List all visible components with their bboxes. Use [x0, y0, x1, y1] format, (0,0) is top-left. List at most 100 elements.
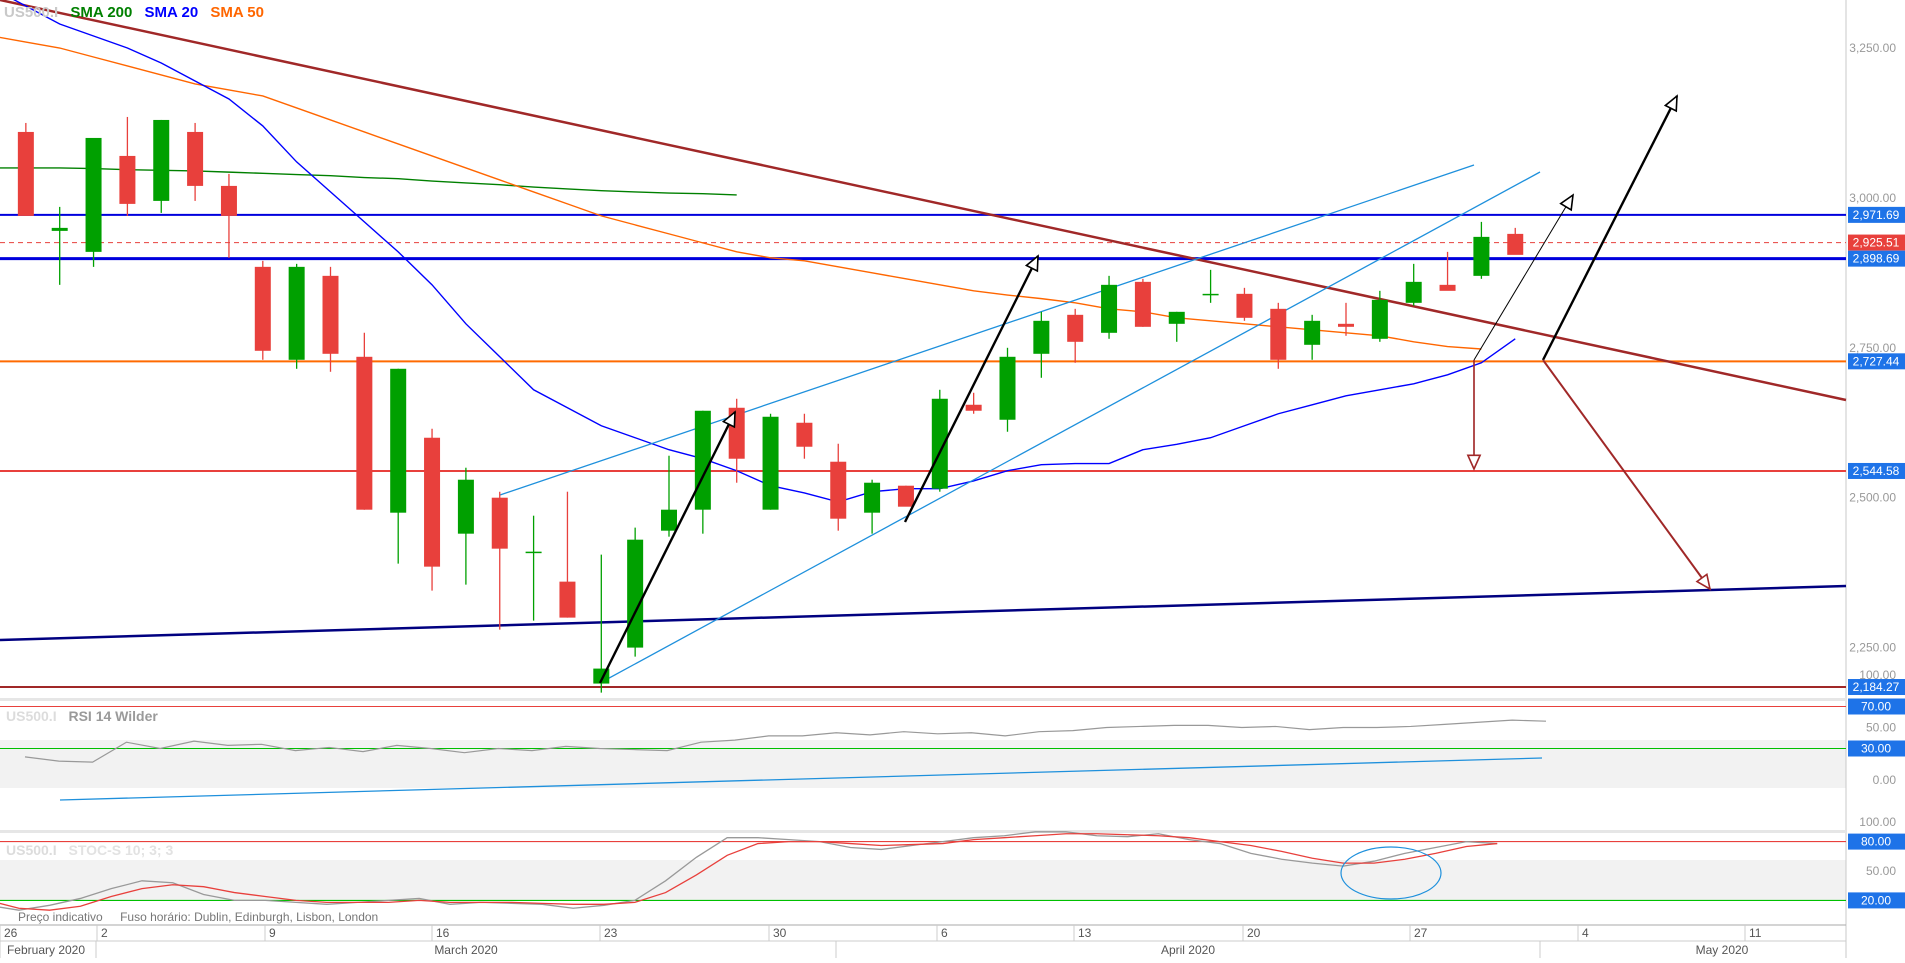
black-arrow-march [598, 411, 737, 684]
red-arrow-downside-head [1695, 572, 1712, 591]
x-day-label: 6 [941, 926, 948, 940]
candle-body [1067, 314, 1084, 342]
x-day-label: 13 [1078, 926, 1092, 940]
rsi-trendline [59, 757, 1543, 801]
candle-body [390, 368, 407, 513]
stoch-band-tag [1848, 833, 1905, 850]
stoch-band-fill [0, 860, 1846, 900]
candle-body [1134, 281, 1151, 327]
footnote: Preço indicativo Fuso horário: Dublin, E… [18, 910, 392, 924]
candle-body [525, 551, 542, 554]
rsi-band-tag [1848, 698, 1905, 715]
y-tick-label: 3,250.00 [1849, 41, 1896, 55]
candle-body [1371, 299, 1388, 339]
main-pane-bg [0, 0, 1846, 700]
channel-upper [499, 164, 1475, 496]
candle-body [627, 539, 644, 648]
y-tick-label: 3,000.00 [1849, 191, 1896, 205]
x-month-label: March 2020 [434, 943, 498, 957]
level-tag [1848, 234, 1905, 251]
black-arrow-april [903, 255, 1040, 523]
candle-body [830, 461, 847, 519]
level-tag-label: 2,898.69 [1853, 252, 1900, 266]
rsi-title: US500.I RSI 14 Wilder [6, 708, 158, 724]
level-tag [1848, 679, 1905, 696]
level-tag [1848, 206, 1905, 223]
thin-arrow-upside [1473, 194, 1574, 361]
candle-body [1168, 311, 1185, 324]
candle-body [424, 437, 441, 567]
candle-body [1473, 236, 1490, 276]
stoch-band-tag-label: 20.00 [1861, 893, 1891, 907]
level-tag-label: 2,544.58 [1853, 464, 1900, 478]
candle-body [254, 266, 271, 351]
legend-sma50: SMA 50 [210, 4, 264, 21]
red-drop-arrow-head [1466, 454, 1482, 471]
candle-body [559, 581, 576, 618]
candle-body [1439, 284, 1456, 291]
stoch-tick-label: 50.00 [1866, 864, 1896, 878]
sma200-line [0, 167, 737, 196]
y-tick-label: 2,250.00 [1849, 641, 1896, 655]
x-month-label: April 2020 [1161, 943, 1215, 957]
rsi-line [24, 719, 1547, 763]
stoch-label: STOC-S 10; 3; 3 [68, 842, 174, 858]
stoch-title: US500.I STOC-S 10; 3; 3 [6, 842, 181, 858]
candle-body [491, 497, 508, 549]
candle-body [85, 137, 102, 252]
stoch-band-tag [1848, 892, 1905, 909]
red-trendline [0, 0, 1847, 402]
black-arrow-upside [1541, 95, 1679, 361]
candle-body [694, 410, 711, 510]
sma20-line [13, 0, 1516, 503]
candle-body [897, 485, 914, 507]
legend: US500.I SMA 200 SMA 20 SMA 50 [0, 4, 272, 21]
rsi-band-tag-label: 70.00 [1861, 700, 1891, 714]
stoch-tick-label: 100.00 [1859, 815, 1896, 829]
y-tick-label: 2,750.00 [1849, 341, 1896, 355]
rsi-tick-label: 100.00 [1859, 668, 1896, 682]
x-month-label: May 2020 [1696, 943, 1749, 957]
level-tag [1848, 250, 1905, 267]
rsi-band-tag [1848, 740, 1905, 757]
candle-body [220, 185, 237, 216]
level-tag-label: 2,184.27 [1853, 680, 1900, 694]
candle-body [1405, 281, 1422, 303]
x-day-label: 30 [773, 926, 787, 940]
candle-body [187, 131, 204, 186]
footnote-price: Preço indicativo [18, 910, 103, 924]
pane-divider-1 [0, 698, 1846, 701]
x-day-label: 23 [604, 926, 618, 940]
rsi-tick-label: 0.00 [1873, 773, 1897, 787]
candle-body [288, 266, 305, 360]
x-month-label: February 2020 [7, 943, 85, 957]
candle-body [457, 479, 474, 534]
candle-body [356, 356, 373, 510]
stoch-d-line [0, 833, 1498, 911]
rsi-symbol: US500.I [6, 708, 57, 724]
black-arrow-march-head [721, 410, 736, 429]
x-day-label: 26 [4, 926, 18, 940]
level-tag-label: 2,971.69 [1853, 208, 1900, 222]
x-day-label: 20 [1247, 926, 1261, 940]
navy-support-line [0, 584, 1847, 642]
candle-body [661, 509, 677, 531]
legend-sma20: SMA 20 [144, 4, 199, 21]
legend-symbol: US500.I [4, 4, 59, 21]
black-arrow-april-head [1024, 254, 1039, 273]
x-day-label: 16 [436, 926, 450, 940]
rsi-band-tag-label: 30.00 [1861, 742, 1891, 756]
candle-body [931, 398, 948, 489]
legend-sma200: SMA 200 [70, 4, 133, 21]
y-tick-label: 2,500.00 [1849, 491, 1896, 505]
x-day-label: 4 [1582, 926, 1589, 940]
candle-body [1236, 293, 1253, 318]
footnote-timezone: Fuso horário: Dublin, Edinburgh, Lisbon,… [120, 910, 379, 924]
black-arrow-upside-head [1663, 94, 1678, 113]
level-tag-label: 2,727.44 [1853, 354, 1900, 368]
level-tag [1848, 462, 1905, 479]
candle-body [322, 275, 339, 354]
pane-divider-2 [0, 830, 1846, 833]
